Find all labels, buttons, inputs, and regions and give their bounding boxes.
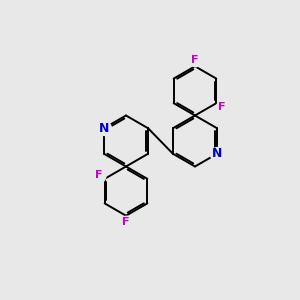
Text: F: F — [122, 217, 130, 227]
Text: N: N — [99, 122, 109, 135]
Text: F: F — [191, 55, 199, 65]
Text: N: N — [212, 147, 222, 160]
Text: F: F — [218, 101, 226, 112]
Text: F: F — [95, 170, 103, 181]
